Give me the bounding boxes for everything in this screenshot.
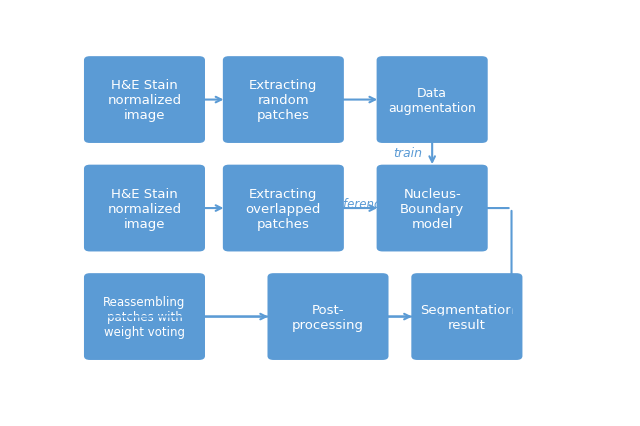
FancyBboxPatch shape	[84, 57, 205, 144]
Text: Extracting
random
patches: Extracting random patches	[249, 79, 317, 122]
FancyBboxPatch shape	[223, 57, 344, 144]
FancyBboxPatch shape	[412, 273, 522, 360]
FancyBboxPatch shape	[84, 273, 205, 360]
Text: Inference: Inference	[332, 197, 388, 210]
Text: Segmentation
result: Segmentation result	[420, 303, 514, 331]
Text: Reassembling
patches with
weight voting: Reassembling patches with weight voting	[103, 295, 186, 338]
Text: Extracting
overlapped
patches: Extracting overlapped patches	[246, 187, 321, 230]
Text: H&E Stain
normalized
image: H&E Stain normalized image	[108, 187, 182, 230]
Text: Post-
processing: Post- processing	[292, 303, 364, 331]
FancyBboxPatch shape	[376, 57, 488, 144]
Text: H&E Stain
normalized
image: H&E Stain normalized image	[108, 79, 182, 122]
Text: train: train	[393, 146, 422, 159]
Text: Nucleus-
Boundary
model: Nucleus- Boundary model	[400, 187, 464, 230]
FancyBboxPatch shape	[376, 165, 488, 252]
FancyBboxPatch shape	[223, 165, 344, 252]
FancyBboxPatch shape	[84, 165, 205, 252]
FancyBboxPatch shape	[268, 273, 388, 360]
Text: Data
augmentation: Data augmentation	[388, 86, 476, 114]
